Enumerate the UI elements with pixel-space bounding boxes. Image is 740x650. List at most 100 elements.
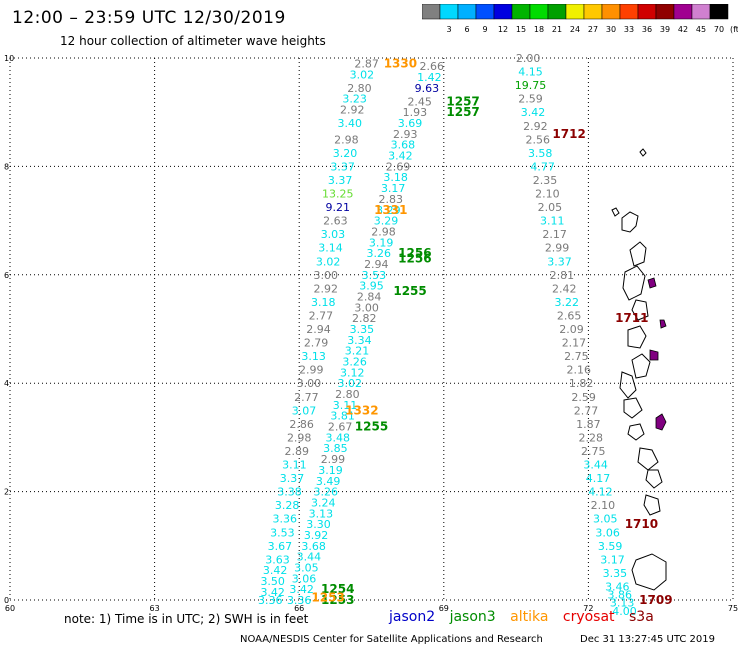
wave-height-point: 3.85 (323, 442, 348, 455)
wave-height-point: 2.69 (386, 160, 411, 173)
wave-height-point: 3.17 (600, 553, 625, 566)
wave-height-point: 3.00 (313, 269, 338, 282)
wave-height-point: 2.94 (306, 323, 331, 336)
footnote: note: 1) Time is in UTC; 2) SWH is in fe… (64, 612, 309, 626)
color-swatch-label: 27 (588, 25, 598, 34)
wave-height-point: 13.25 (322, 188, 354, 201)
wave-height-point: 2.84 (357, 290, 382, 303)
wave-height-point: 3.42 (263, 564, 288, 577)
legend-jason2: jason2 (389, 609, 436, 625)
wave-height-point: 2.80 (335, 388, 360, 401)
wave-height-point: 2.86 (289, 418, 314, 431)
wave-height-point: 2.98 (287, 431, 312, 444)
x-tick-label: 63 (150, 604, 160, 613)
wave-height-point: 2.17 (562, 337, 587, 350)
legend-s3a: s3a (629, 609, 654, 625)
credit-line: NOAA/NESDIS Center for Satellite Applica… (240, 634, 543, 645)
color-swatch-label: 12 (498, 25, 508, 34)
island-fill (647, 277, 667, 431)
wave-height-point: 2.10 (535, 188, 560, 201)
wave-height-point: 2.79 (304, 337, 329, 350)
wave-height-point: 3.95 (359, 280, 384, 293)
wave-height-point: 3.36 (287, 594, 312, 607)
wave-height-point: 2.63 (323, 215, 348, 228)
track-time-label: 1256 (398, 252, 431, 266)
wave-height-point: 3.11 (282, 459, 307, 472)
wave-height-point: 1.87 (576, 418, 601, 431)
track-time-label: 1710 (625, 517, 658, 531)
wave-height-point: 19.75 (515, 79, 547, 92)
colorbar-unit: (ft) (730, 25, 738, 34)
wave-height-point: 3.68 (391, 139, 416, 152)
wave-height-point: 3.49 (316, 475, 341, 488)
wave-height-point: 3.40 (338, 117, 363, 130)
wave-height-point: 3.68 (301, 540, 326, 553)
color-swatch-label: 39 (660, 25, 670, 34)
wave-height-point: 4.00 (612, 605, 637, 618)
wave-height-point: 2.35 (533, 174, 558, 187)
wave-height-point: 3.86 (607, 589, 632, 602)
wave-height-point: 2.98 (334, 133, 359, 146)
color-swatch-label: 9 (482, 25, 487, 34)
wave-height-point: 2.77 (294, 391, 319, 404)
wave-height-point: 3.07 (292, 404, 317, 417)
wave-height-point: 3.03 (321, 228, 346, 241)
wave-height-point: 2.16 (567, 364, 592, 377)
wave-height-point: 3.38 (277, 486, 302, 499)
wave-height-point: 2.93 (393, 128, 418, 141)
track-time-label: 1253 (321, 593, 354, 607)
wave-height-point: 3.59 (598, 540, 623, 553)
wave-height-point: 3.00 (354, 301, 379, 314)
chart-subtitle: 12 hour collection of altimeter wave hei… (60, 34, 326, 48)
generated-timestamp: Dec 31 13:27:45 UTC 2019 (580, 634, 715, 645)
wave-height-point: 3.42 (260, 586, 285, 599)
wave-height-point: 2.45 (407, 95, 432, 108)
track-time-label: 1255 (393, 284, 426, 298)
wave-height-point: 2.17 (542, 228, 567, 241)
wave-height-point: 2.00 (516, 52, 541, 65)
wave-height-point: 3.37 (280, 472, 305, 485)
color-swatch-label: 42 (678, 25, 688, 34)
y-tick-label: 0 (4, 596, 9, 605)
wave-height-point: 2.66 (420, 60, 445, 73)
wave-height-point: 3.02 (316, 255, 341, 268)
wave-height-point: 2.10 (591, 499, 616, 512)
wave-height-point: 1.42 (417, 71, 442, 84)
y-tick-label: 2 (4, 488, 9, 497)
y-tick-label: 10 (4, 54, 14, 63)
wave-height-point: 2.77 (309, 309, 334, 322)
wave-height-point: 3.21 (345, 345, 370, 358)
wave-height-point: 2.42 (552, 282, 577, 295)
axis-layer: 60 63 66 69 72 75 0 2 4 6 8 10 (4, 54, 738, 613)
wave-height-point: 3.02 (338, 377, 363, 390)
color-swatch-label: 24 (570, 25, 580, 34)
satellite-legend: jason2 jason3 altika cryosat s3a (389, 609, 664, 625)
wave-height-point: 2.28 (579, 431, 604, 444)
track-time-label: 1330 (384, 56, 417, 70)
wave-height-point: 3.13 (610, 597, 635, 610)
wave-height-point: 3.19 (318, 464, 343, 477)
x-tick-label: 69 (439, 604, 449, 613)
wave-height-point: 3.18 (311, 296, 336, 309)
wave-height-point: 3.18 (383, 171, 408, 184)
wave-height-point: 3.06 (292, 572, 317, 585)
y-tick-label: 4 (4, 379, 9, 388)
wave-height-point: 2.77 (574, 404, 599, 417)
x-tick-label: 60 (5, 604, 15, 613)
wave-height-point: 3.42 (388, 150, 413, 163)
wave-height-point: 3.69 (398, 117, 423, 130)
wave-height-point: 4.15 (518, 66, 543, 79)
wave-height-point: 3.42 (521, 106, 546, 119)
wave-height-point: 3.02 (350, 68, 375, 81)
mark-layer: 2.873.022.803.232.923.402.983.203.373.37… (258, 52, 673, 618)
wave-height-point: 2.67 (328, 421, 353, 434)
wave-height-point: 3.44 (297, 551, 322, 564)
wave-height-point: 2.75 (581, 445, 606, 458)
y-tick-label: 6 (4, 271, 9, 280)
wave-height-point: 2.92 (313, 282, 338, 295)
wave-height-point: 2.59 (518, 93, 543, 106)
track-time-label: 1255 (355, 420, 388, 434)
wave-height-point: 2.80 (347, 82, 372, 95)
wave-height-point: 3.29 (376, 204, 401, 217)
track-time-label: 1712 (552, 127, 585, 141)
